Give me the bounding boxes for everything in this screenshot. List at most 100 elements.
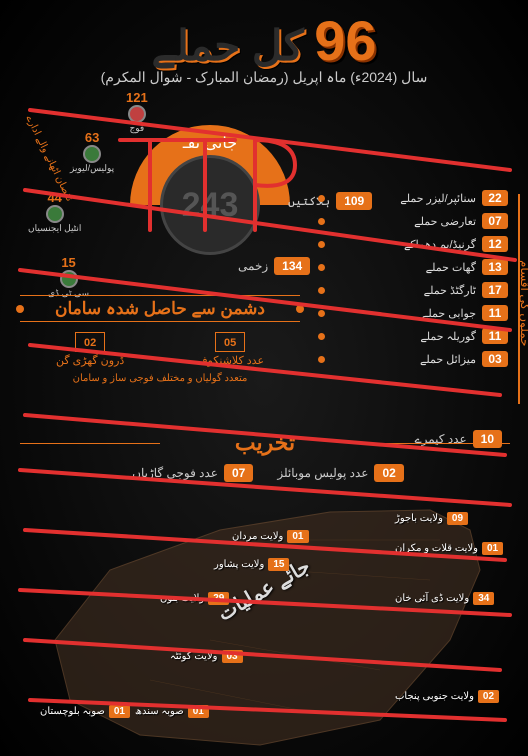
bullet-icon [318,195,325,202]
force-dot-icon [128,105,146,123]
map-region-label: 01 صوبہ سندھ [135,705,209,718]
force-item: 44 انٹیل ایجنسیاں [28,190,81,234]
force-number: 63 [70,130,114,145]
attack-type-row: 07 تعارضی حملے [318,213,508,229]
map-region-name: ولایت کوئٹہ [170,651,218,662]
map-region-number: 29 [208,592,229,605]
equipment-number: 05 [215,332,245,352]
attack-type-label: گرنیڈ/بم دھماکے [404,238,476,251]
map-region-name: صوبہ سندھ [135,706,184,717]
equipment-label: عدد کلاشنکوف [196,354,264,367]
main-title: کل حملے [152,21,304,70]
casualty-total: 243 [160,155,260,255]
wounded-number: 134 [274,257,310,275]
map-region-label: 29 ولایت بنوں [160,592,229,605]
force-number: 15 [48,255,89,270]
attack-types-axis-label: حملوں کی اقسام [518,260,528,347]
map-region-number: 01 [287,530,308,543]
equipment-note: متعدد گولیاں و مختلف فوجی ساز و سامان [20,373,300,384]
force-dot-icon [46,205,64,223]
force-number: 121 [126,90,148,105]
destruction-title: تخریب [20,430,510,456]
map-region-number: 09 [447,512,468,525]
attack-type-label: ٹارگٹڈ حملے [424,284,476,297]
attack-type-label: تعارضی حملے [414,215,476,228]
attack-type-number: 11 [482,328,508,344]
attack-type-row: 17 ٹارگٹڈ حملے [318,282,508,298]
attack-type-row: 11جوابی حملے [318,305,508,321]
attack-type-row: 03 میزائل حملے [318,351,508,367]
map-region-name: ولایت جنوبی پنجاب [395,691,474,702]
map-region-label: 34 ولایت ڈی آئی خان [395,592,494,605]
map-region-name: ولایت مردان [232,531,283,542]
attack-type-number: 13 [482,259,508,275]
casualty-wounded-pill: 134 زخمی [230,255,312,277]
map-region-label: 02 ولایت جنوبی پنجاب [395,690,499,703]
map-region-name: ولایت باجوڑ [395,513,443,524]
force-dot-icon [60,270,78,288]
attack-type-number: 17 [482,282,508,298]
bullet-icon [318,287,325,294]
attack-type-number: 22 [482,190,508,206]
map-region-name: ولایت پشاور [214,559,264,570]
map-region-name: ولایت بنوں [160,593,204,604]
bullet-icon [318,333,325,340]
attack-type-row: 13 گھات حملے [318,259,508,275]
equipment-item: 05 عدد کلاشنکوف [196,330,264,367]
attack-type-row: 12گرنیڈ/بم دھماکے [318,236,508,252]
destruction-label: عدد پولیس موبائلز [271,466,374,480]
destruction-section: تخریب 07عدد فوجی گاڑیاں 02عدد پولیس موبائ… [20,430,510,484]
destruction-item: 02عدد پولیس موبائلز [271,464,404,482]
map-region-number: 01 [188,705,209,718]
destruction-label: عدد فوجی گاڑیاں [126,466,224,480]
attack-type-number: 07 [482,213,508,229]
attack-type-row: 11 گوریلہ حملے [318,328,508,344]
destruction-item: 07عدد فوجی گاڑیاں [126,464,253,482]
force-label: پولیس/لیویز [70,163,114,174]
map-region-name: ولایت قلات و مکران [395,543,478,554]
destruction-number: 02 [374,464,403,482]
map-region-number: 03 [222,650,243,663]
equipment-label: ڈرون گھڑی گن [56,354,124,367]
map-region-name: ولایت ڈی آئی خان [395,593,469,604]
map-region-number: 15 [268,558,289,571]
attack-type-label: گھات حملے [426,261,476,274]
force-dot-icon [83,145,101,163]
force-item: 63 پولیس/لیویز [70,130,114,174]
force-label: انٹیل ایجنسیاں [28,223,81,234]
destruction-number: 07 [224,464,253,482]
map-region-label: 01 ولایت مردان [232,530,309,543]
map-region-name: صوبہ بلوچستان [40,706,105,717]
total-attacks-number: 96 [314,8,376,73]
attack-type-label: جوابی حملے [422,307,476,320]
map-region-label: 15 ولایت پشاور [214,558,289,571]
map-region-number: 02 [478,690,499,703]
equipment-item: 02 ڈرون گھڑی گن [56,330,124,367]
map-region-number: 34 [473,592,494,605]
map-region-label: 01صوبہ بلوچستان [40,705,130,718]
attack-type-number: 03 [482,351,508,367]
map-section: جائے عملیات 09ولایت باجوڑ01ولایت مردان01… [0,500,528,756]
force-item: 15سی ٹی ڈی [48,255,89,299]
equipment-number: 02 [75,332,105,352]
attack-type-row: 22 سنائپر/لیزر حملے [318,190,508,206]
map-region-number: 01 [482,542,503,555]
wounded-label: زخمی [232,259,274,273]
attack-type-label: میزائل حملے [420,353,476,366]
map-region-label: 09 ولایت باجوڑ [395,512,468,525]
casualty-section-label: جانی نقـ [130,125,290,153]
attack-types-list: 22 سنائپر/لیزر حملے 07 تعارضی حملے 12گرنیڈ/ب… [318,190,508,374]
bullet-icon [318,241,325,248]
force-number: 44 [28,190,81,205]
bullet-icon [318,310,325,317]
attack-type-label: سنائپر/لیزر حملے [400,192,476,205]
bullet-icon [318,218,325,225]
attack-type-label: گوریلہ حملے [420,330,476,343]
subtitle: سال (2024ء) ماہ اپریل (رمضان المبارک - ش… [0,69,528,86]
equipment-title: دشمن سے حاصل شدہ سامان [20,295,300,322]
map-region-label: 03 ولایت کوئٹہ [170,650,243,663]
bullet-icon [318,356,325,363]
infographic-page: کل حملے 96 سال (2024ء) ماہ اپریل (رمضان … [0,0,528,756]
header: کل حملے 96 سال (2024ء) ماہ اپریل (رمضان … [0,0,528,86]
bullet-icon [318,264,325,271]
